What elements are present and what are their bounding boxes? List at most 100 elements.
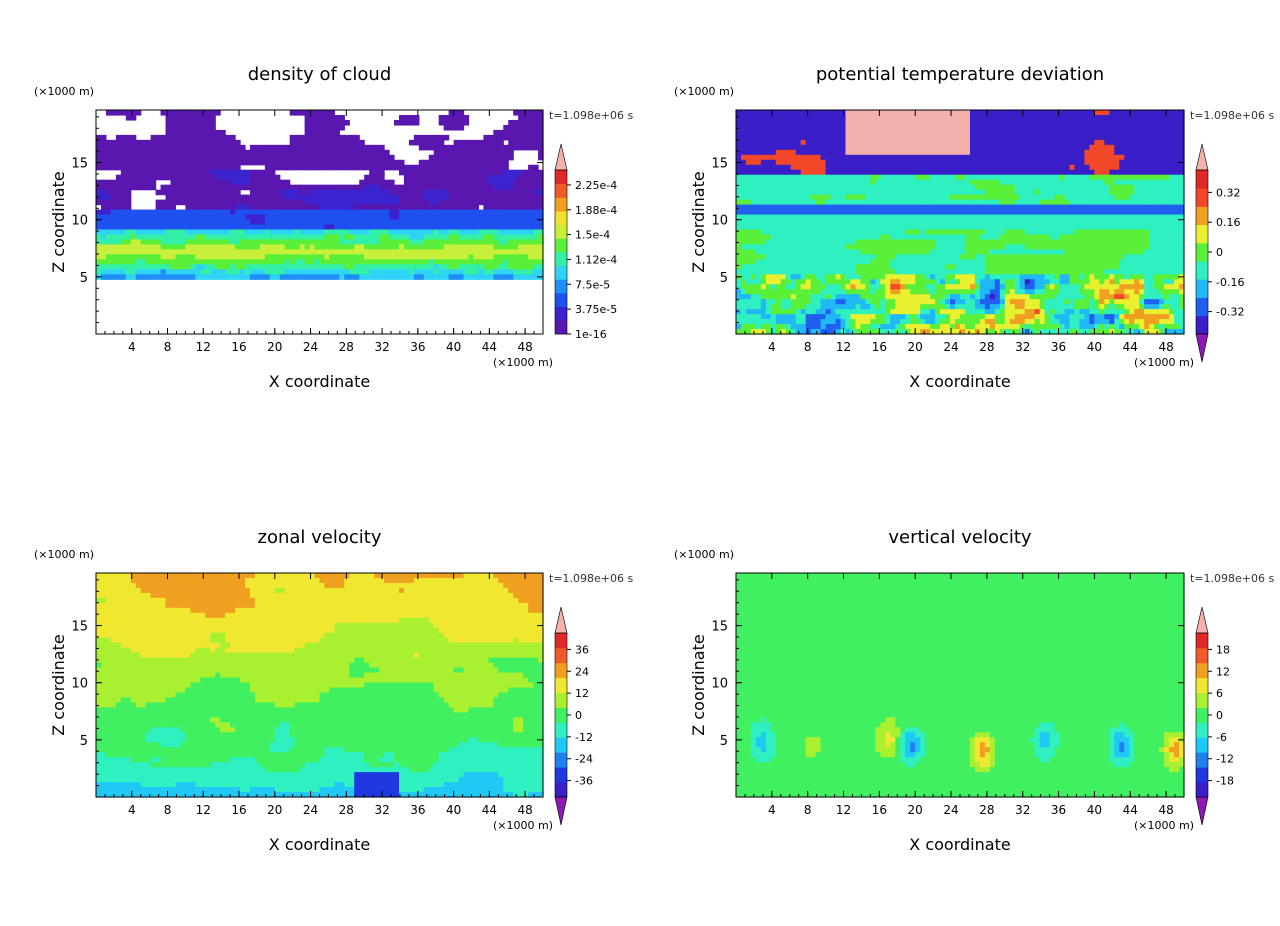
field-cell [269,204,276,211]
field-cell [950,269,956,275]
field-cell [745,329,752,335]
field-cell [830,144,837,151]
field-cell [130,274,137,280]
field-cell [284,219,291,226]
field-cell [284,264,291,270]
field-cell [790,234,797,241]
field-cell [825,164,832,171]
field-cell [930,274,936,280]
field-cell [453,229,460,236]
field-cell [925,184,931,191]
field-cell [389,254,395,260]
field-cell [205,139,211,146]
field-cell [885,159,891,166]
field-cell [309,239,316,245]
field-cell [765,179,772,186]
field-cell [805,119,812,126]
field-cell [165,174,172,181]
field-cell [160,214,167,221]
field-cell [408,194,415,201]
field-cell [950,324,956,330]
field-cell [289,244,296,250]
field-cell [344,184,350,191]
field-cell [745,114,752,121]
field-cell [845,194,852,201]
field-cell [815,254,822,260]
field-cell [745,189,752,196]
field-cell [969,314,976,320]
field-cell [284,149,291,156]
field-cell [950,184,956,191]
field-cell [870,309,876,315]
field-cell [815,264,822,270]
field-cell [860,179,867,186]
field-cell [180,234,186,241]
field-cell [890,114,896,121]
field-cell [915,219,921,226]
field-cell [825,289,832,295]
field-cell [264,174,271,181]
field-cell [120,149,127,156]
field-cell [950,299,956,305]
field-cell [155,259,162,265]
field-cell [840,139,847,146]
field-cell [760,154,767,161]
field-cell [324,149,331,156]
field-cell [498,209,504,216]
field-cell [359,239,365,245]
field-cell [488,224,494,231]
field-cell [865,224,871,231]
field-cell [885,110,891,116]
field-cell [905,319,911,325]
field-cell [394,254,400,260]
field-cell [468,144,475,151]
field-cell [289,134,296,141]
field-cell [795,274,802,280]
field-cell [850,229,857,236]
field-cell [483,244,489,250]
field-cell [100,249,107,255]
field-cell [775,279,782,285]
field-cell [284,254,291,260]
field-cell [910,274,916,280]
field-cell [284,189,291,196]
field-cell [115,209,122,216]
field-cell [855,144,862,151]
field-cell [190,139,196,146]
field-cell [800,144,807,151]
field-cell [165,184,172,191]
field-cell [418,244,425,250]
field-cell [528,129,534,136]
field-cell [815,224,822,231]
field-cell [935,329,941,335]
field-cell [165,219,172,226]
field-cell [865,244,871,250]
field-cell [920,279,926,285]
field-cell [354,154,360,161]
field-cell [785,259,792,265]
field-cell [740,269,747,275]
field-cell [264,269,271,275]
field-cell [890,209,896,216]
field-cell [528,179,534,186]
field-cell [249,169,256,176]
field-cell [125,110,132,116]
field-cell [190,179,196,186]
field-cell [935,239,941,245]
field-cell [463,254,470,260]
field-cell [960,189,966,196]
field-cell [855,229,862,236]
field-cell [443,144,450,151]
field-cell [334,219,340,226]
field-cell [755,239,762,245]
field-cell [845,129,852,136]
field-cell [374,174,380,181]
field-cell [870,159,876,166]
field-cell [423,269,430,275]
field-cell [314,144,321,151]
field-cell [945,299,951,305]
field-cell [533,229,539,236]
field-cell [765,229,772,236]
field-cell [398,119,405,126]
field-cell [160,139,167,146]
